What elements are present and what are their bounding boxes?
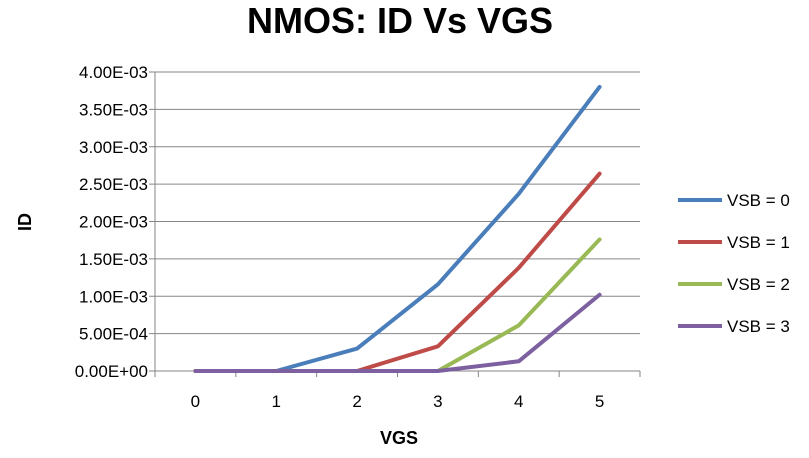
- legend: VSB = 0 VSB = 1 VSB = 2 VSB = 3: [678, 191, 790, 336]
- x-tick-label: 4: [514, 392, 523, 411]
- legend-label: VSB = 3: [727, 317, 790, 336]
- y-tick-label: 3.00E-03: [79, 138, 148, 157]
- x-tick-label: 5: [595, 392, 604, 411]
- chart-title: NMOS: ID Vs VGS: [247, 0, 553, 41]
- x-tick-label: 1: [272, 392, 281, 411]
- y-tick-label: 4.00E-03: [79, 63, 148, 82]
- y-tick-label: 2.50E-03: [79, 175, 148, 194]
- x-tick-labels: 0 1 2 3 4 5: [191, 392, 605, 411]
- series-line-vsb-3: [193, 292, 602, 373]
- y-tick-label: 3.50E-03: [79, 100, 148, 119]
- y-tick-label: 5.00E-04: [79, 325, 148, 344]
- x-tick-label: 0: [191, 392, 200, 411]
- gridlines: [149, 71, 640, 372]
- legend-label: VSB = 2: [727, 275, 790, 294]
- axes: [154, 72, 641, 377]
- y-tick-labels: 0.00E+00 5.00E-04 1.00E-03 1.50E-03 2.00E-03…: [75, 63, 148, 381]
- y-axis-title: ID: [15, 213, 35, 231]
- series-lines: [193, 84, 602, 373]
- x-tick-label: 3: [433, 392, 442, 411]
- legend-label: VSB = 0: [727, 191, 790, 210]
- legend-label: VSB = 1: [727, 233, 790, 252]
- y-tick-label: 1.00E-03: [79, 287, 148, 306]
- x-axis-title: VGS: [380, 428, 418, 448]
- y-tick-label: 0.00E+00: [75, 362, 148, 381]
- y-tick-label: 1.50E-03: [79, 250, 148, 269]
- series-line-vsb-1: [193, 171, 602, 373]
- x-tick-label: 2: [352, 392, 361, 411]
- series-line-vsb-0: [193, 84, 602, 373]
- y-tick-label: 2.00E-03: [79, 213, 148, 232]
